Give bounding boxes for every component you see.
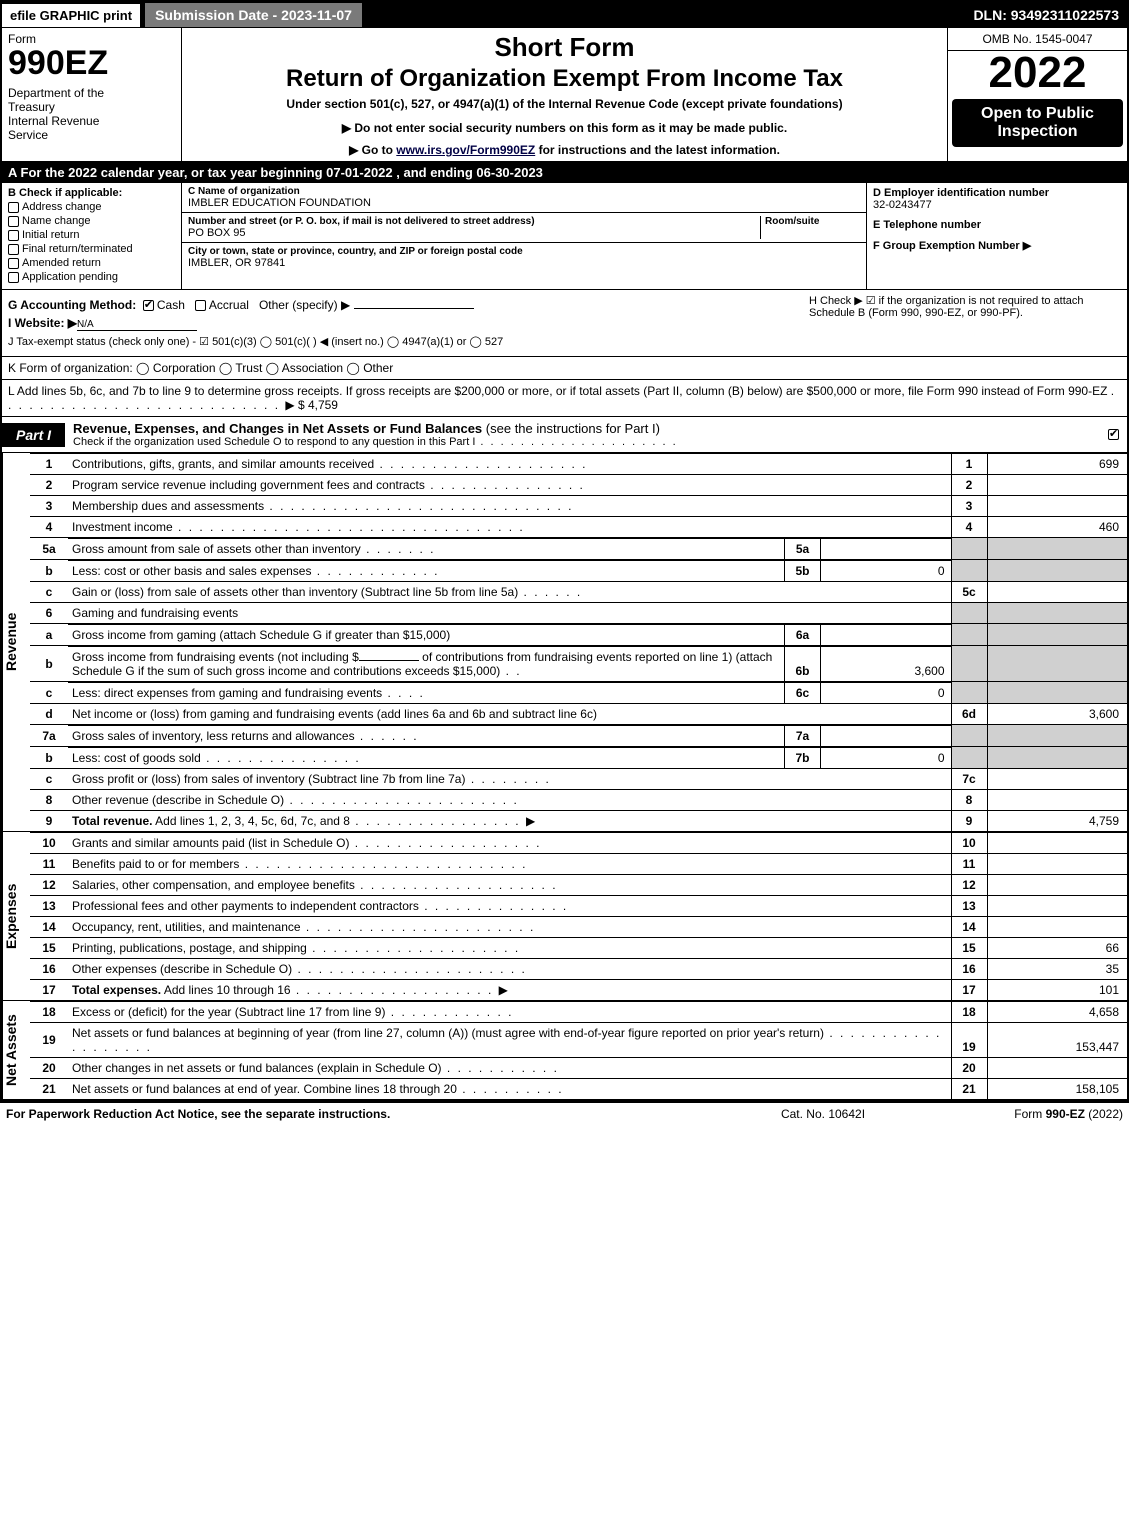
- col-b-header: B Check if applicable:: [8, 187, 175, 199]
- line-19: 19Net assets or fund balances at beginni…: [30, 1023, 1127, 1058]
- net-assets-section: Net Assets 18Excess or (deficit) for the…: [2, 1001, 1127, 1101]
- line-14: 14Occupancy, rent, utilities, and mainte…: [30, 917, 1127, 938]
- header-sub3: ▶ Go to www.irs.gov/Form990EZ for instru…: [188, 143, 941, 157]
- open-to-public: Open to Public Inspection: [952, 99, 1123, 147]
- row-i: I Website: ▶N/A: [8, 316, 801, 331]
- gross-receipts-value: ▶ $ 4,759: [285, 398, 338, 412]
- cb-cash[interactable]: [143, 300, 154, 311]
- line-12: 12Salaries, other compensation, and empl…: [30, 875, 1127, 896]
- row-k: K Form of organization: ◯ Corporation ◯ …: [2, 357, 1127, 380]
- c-name-label: C Name of organization: [188, 186, 860, 197]
- line-5b: bLess: cost or other basis and sales exp…: [30, 560, 1127, 582]
- cb-final-return[interactable]: Final return/terminated: [8, 243, 175, 255]
- org-city: IMBLER, OR 97841: [188, 257, 860, 269]
- c-addr-label: Number and street (or P. O. box, if mail…: [188, 216, 760, 227]
- org-address: PO BOX 95: [188, 227, 760, 239]
- expenses-section: Expenses 10Grants and similar amounts pa…: [2, 832, 1127, 1001]
- sub3-post: for instructions and the latest informat…: [535, 143, 780, 157]
- sub3-pre: ▶ Go to: [349, 143, 396, 157]
- line-5c: cGain or (loss) from sale of assets othe…: [30, 582, 1127, 603]
- line-8: 8Other revenue (describe in Schedule O) …: [30, 790, 1127, 811]
- row-l: L Add lines 5b, 6c, and 7b to line 9 to …: [2, 380, 1127, 417]
- footer-left: For Paperwork Reduction Act Notice, see …: [6, 1107, 723, 1121]
- line-7a: 7aGross sales of inventory, less returns…: [30, 725, 1127, 747]
- footer-right: Form 990-EZ (2022): [923, 1107, 1123, 1121]
- col-def: D Employer identification number32-02434…: [867, 183, 1127, 289]
- cb-application-pending[interactable]: Application pending: [8, 271, 175, 283]
- line-6c: cLess: direct expenses from gaming and f…: [30, 682, 1127, 704]
- cb-amended-return[interactable]: Amended return: [8, 257, 175, 269]
- d-label: D Employer identification number: [873, 187, 1049, 199]
- cb-schedule-o[interactable]: [1108, 429, 1119, 440]
- f-label: F Group Exemption Number ▶: [873, 240, 1031, 252]
- line-6d: dNet income or (loss) from gaming and fu…: [30, 704, 1127, 725]
- top-bar: efile GRAPHIC print Submission Date - 20…: [2, 2, 1127, 28]
- cb-name-change[interactable]: Name change: [8, 215, 175, 227]
- submission-date: Submission Date - 2023-11-07: [144, 2, 363, 28]
- e-label: E Telephone number: [873, 219, 981, 231]
- c-city-label: City or town, state or province, country…: [188, 246, 860, 257]
- cb-address-change[interactable]: Address change: [8, 201, 175, 213]
- block-b-through-f: B Check if applicable: Address change Na…: [2, 183, 1127, 290]
- revenue-side-label: Revenue: [2, 453, 30, 831]
- col-b-checkboxes: B Check if applicable: Address change Na…: [2, 183, 182, 289]
- line-17: 17Total expenses. Add lines 10 through 1…: [30, 980, 1127, 1001]
- org-name: IMBLER EDUCATION FOUNDATION: [188, 197, 860, 209]
- part-1-header: Part I Revenue, Expenses, and Changes in…: [2, 417, 1127, 453]
- col-c-org-info: C Name of organization IMBLER EDUCATION …: [182, 183, 867, 289]
- line-15: 15Printing, publications, postage, and s…: [30, 938, 1127, 959]
- line-1: 1Contributions, gifts, grants, and simil…: [30, 454, 1127, 475]
- form-number: 990EZ: [8, 46, 175, 80]
- line-18: 18Excess or (deficit) for the year (Subt…: [30, 1002, 1127, 1023]
- line-9: 9Total revenue. Total revenue. Add lines…: [30, 811, 1127, 832]
- row-j: J Tax-exempt status (check only one) - ☑…: [8, 335, 801, 348]
- row-g: G Accounting Method: Cash Accrual Other …: [8, 298, 801, 312]
- c-room-label: Room/suite: [765, 216, 860, 227]
- line-7b: bLess: cost of goods sold . . . . . . . …: [30, 747, 1127, 769]
- line-13: 13Professional fees and other payments t…: [30, 896, 1127, 917]
- line-5a: 5aGross amount from sale of assets other…: [30, 538, 1127, 560]
- department: Department of theTreasuryInternal Revenu…: [8, 86, 175, 142]
- form-header: Form 990EZ Department of theTreasuryInte…: [2, 28, 1127, 162]
- line-20: 20Other changes in net assets or fund ba…: [30, 1058, 1127, 1079]
- net-assets-side-label: Net Assets: [2, 1001, 30, 1099]
- tax-year: 2022: [948, 51, 1127, 95]
- ein-value: 32-0243477: [873, 199, 932, 211]
- line-6: 6Gaming and fundraising events: [30, 603, 1127, 624]
- line-6a: aGross income from gaming (attach Schedu…: [30, 624, 1127, 646]
- short-form-title: Short Form: [188, 32, 941, 63]
- header-sub1: Under section 501(c), 527, or 4947(a)(1)…: [188, 97, 941, 111]
- return-title: Return of Organization Exempt From Incom…: [188, 65, 941, 93]
- line-11: 11Benefits paid to or for members . . . …: [30, 854, 1127, 875]
- line-4: 4Investment income . . . . . . . . . . .…: [30, 517, 1127, 538]
- line-2: 2Program service revenue including gover…: [30, 475, 1127, 496]
- revenue-section: Revenue 1Contributions, gifts, grants, a…: [2, 453, 1127, 832]
- line-21: 21Net assets or fund balances at end of …: [30, 1079, 1127, 1100]
- footer-center: Cat. No. 10642I: [723, 1107, 923, 1121]
- line-3: 3Membership dues and assessments . . . .…: [30, 496, 1127, 517]
- part-1-tag: Part I: [2, 423, 65, 447]
- efile-print[interactable]: efile GRAPHIC print: [2, 4, 140, 27]
- header-sub2: ▶ Do not enter social security numbers o…: [188, 121, 941, 135]
- rows-g-h-i-j: G Accounting Method: Cash Accrual Other …: [2, 290, 1127, 357]
- page-footer: For Paperwork Reduction Act Notice, see …: [0, 1103, 1129, 1125]
- cb-initial-return[interactable]: Initial return: [8, 229, 175, 241]
- dln: DLN: 93492311022573: [965, 3, 1127, 27]
- line-6b: bGross income from fundraising events (n…: [30, 646, 1127, 682]
- row-a-period: A For the 2022 calendar year, or tax yea…: [2, 162, 1127, 183]
- irs-link[interactable]: www.irs.gov/Form990EZ: [396, 143, 535, 157]
- cb-accrual[interactable]: [195, 300, 206, 311]
- line-16: 16Other expenses (describe in Schedule O…: [30, 959, 1127, 980]
- expenses-side-label: Expenses: [2, 832, 30, 1000]
- line-10: 10Grants and similar amounts paid (list …: [30, 833, 1127, 854]
- line-7c: cGross profit or (loss) from sales of in…: [30, 769, 1127, 790]
- row-h: H Check ▶ ☑ if the organization is not r…: [801, 294, 1121, 352]
- website-value: N/A: [77, 319, 197, 331]
